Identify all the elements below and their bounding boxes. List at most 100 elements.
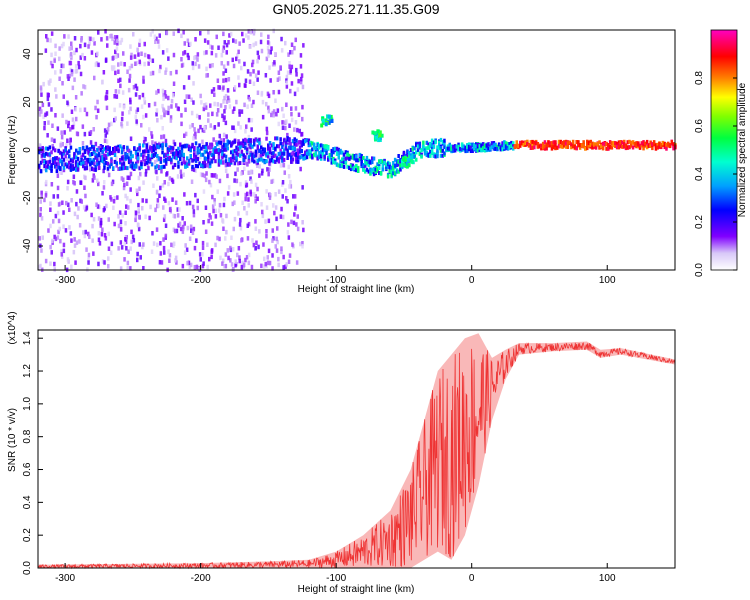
- spectrogram-cell: [132, 54, 135, 59]
- spectrogram-cell: [207, 218, 210, 224]
- spectrogram-cell: [64, 228, 68, 233]
- spectrogram-cell: [254, 245, 257, 251]
- spectrogram-cell: [476, 148, 480, 153]
- spectrogram-cell: [83, 150, 87, 154]
- spectrogram-cell: [253, 138, 256, 143]
- spectrogram-cell: [187, 147, 191, 152]
- spectrogram-cell: [83, 107, 87, 112]
- spectrogram-y-tick-label: 40: [22, 48, 33, 60]
- spectrogram-cell: [99, 155, 103, 160]
- spectrogram-cell: [154, 141, 157, 146]
- spectrogram-cell: [485, 143, 488, 148]
- spectrogram-cell: [72, 179, 75, 185]
- spectrogram-cell: [182, 30, 185, 35]
- spectrogram-cell: [41, 148, 44, 153]
- spectrogram-cell: [73, 50, 76, 56]
- spectrogram-cell: [78, 161, 81, 166]
- spectrogram-cell: [605, 146, 608, 151]
- spectrogram-cell: [457, 147, 460, 152]
- spectrogram-cell: [147, 61, 150, 66]
- spectrogram-cell: [224, 263, 228, 269]
- spectrogram-cell: [105, 36, 109, 41]
- spectrogram-cell: [202, 106, 206, 112]
- spectrogram-cell: [182, 144, 185, 149]
- spectrogram-cell: [54, 43, 57, 49]
- spectrogram-cell: [222, 31, 225, 37]
- spectrogram-cell: [457, 144, 460, 149]
- spectrogram-cell: [408, 154, 411, 159]
- spectrogram-cell: [362, 163, 365, 168]
- spectrogram-cell: [254, 226, 258, 231]
- spectrogram-cell: [203, 173, 207, 179]
- spectrogram-cell: [254, 73, 258, 78]
- spectrogram-cell: [494, 146, 497, 151]
- spectrogram-cell: [409, 148, 413, 152]
- spectrogram-cell: [96, 108, 100, 113]
- spectrogram-cell: [49, 38, 52, 43]
- spectrogram-cell: [207, 155, 210, 159]
- spectrogram-cell: [85, 247, 88, 252]
- spectrogram-cell: [176, 174, 180, 179]
- spectrogram-cell: [441, 148, 444, 153]
- spectrogram-cell: [621, 144, 624, 149]
- spectrogram-cell: [475, 144, 478, 149]
- spectrogram-cell: [173, 155, 177, 160]
- spectrogram-cell: [182, 160, 185, 165]
- spectrogram-cell: [57, 169, 61, 174]
- spectrogram-cell: [113, 117, 116, 123]
- spectrogram-cell: [277, 151, 281, 156]
- spectrogram-cell: [224, 120, 228, 126]
- spectrogram-cell: [41, 146, 44, 151]
- spectrogram-cell: [41, 102, 45, 108]
- spectrogram-cell: [79, 198, 82, 204]
- spectrogram-cell: [281, 120, 284, 125]
- spectrogram-cell: [245, 210, 249, 216]
- spectrogram-cell: [570, 142, 573, 147]
- spectrogram-cell: [62, 242, 66, 248]
- spectrogram-cell: [227, 185, 231, 190]
- spectrogram-cell: [186, 143, 189, 148]
- spectrogram-cell: [578, 145, 582, 150]
- spectrogram-cell: [105, 161, 108, 165]
- spectrogram-cell: [325, 145, 328, 150]
- spectrogram-cell: [271, 238, 274, 243]
- spectrogram-cell: [351, 163, 355, 168]
- spectrogram-cell: [591, 145, 594, 150]
- spectrogram-cell: [285, 119, 288, 124]
- spectrogram-cell: [51, 63, 54, 69]
- spectrogram-cell: [110, 159, 113, 164]
- spectrogram-cell: [301, 220, 304, 225]
- spectrogram-cell: [97, 216, 101, 221]
- spectrogram-cell: [120, 176, 124, 181]
- spectrogram-cell: [181, 263, 185, 269]
- spectrogram-cell: [658, 144, 661, 149]
- spectrogram-cell: [49, 78, 52, 83]
- spectrogram-cell: [222, 160, 225, 165]
- spectrogram-cell: [410, 155, 414, 160]
- spectrogram-cell: [203, 50, 206, 56]
- spectrogram-cell: [475, 142, 478, 147]
- spectrogram-cell: [256, 158, 259, 163]
- spectrogram-cell: [142, 75, 145, 81]
- spectrogram-cell: [274, 136, 277, 141]
- snr-y-tick-label: 0.6: [22, 462, 33, 476]
- spectrogram-cell: [300, 149, 303, 153]
- spectrogram-cell: [193, 245, 197, 251]
- spectrogram-cell: [225, 99, 229, 104]
- spectrogram-cell: [156, 144, 159, 149]
- spectrogram-cell: [229, 258, 232, 263]
- spectrogram-cell: [658, 142, 661, 146]
- spectrogram-cell: [69, 163, 73, 168]
- spectrogram-cell: [226, 141, 229, 146]
- spectrogram-cell: [38, 112, 42, 117]
- spectrogram-cell: [83, 166, 87, 171]
- spectrogram-cell: [208, 164, 212, 168]
- spectrogram-cell: [50, 107, 53, 112]
- spectrogram-cell: [268, 167, 271, 172]
- spectrogram-cell: [492, 146, 496, 151]
- spectrogram-cell: [47, 80, 51, 85]
- spectrogram-cell: [452, 144, 455, 149]
- spectrogram-cell: [182, 172, 185, 177]
- spectrogram-cell: [376, 162, 379, 167]
- spectrogram-cell: [260, 154, 263, 158]
